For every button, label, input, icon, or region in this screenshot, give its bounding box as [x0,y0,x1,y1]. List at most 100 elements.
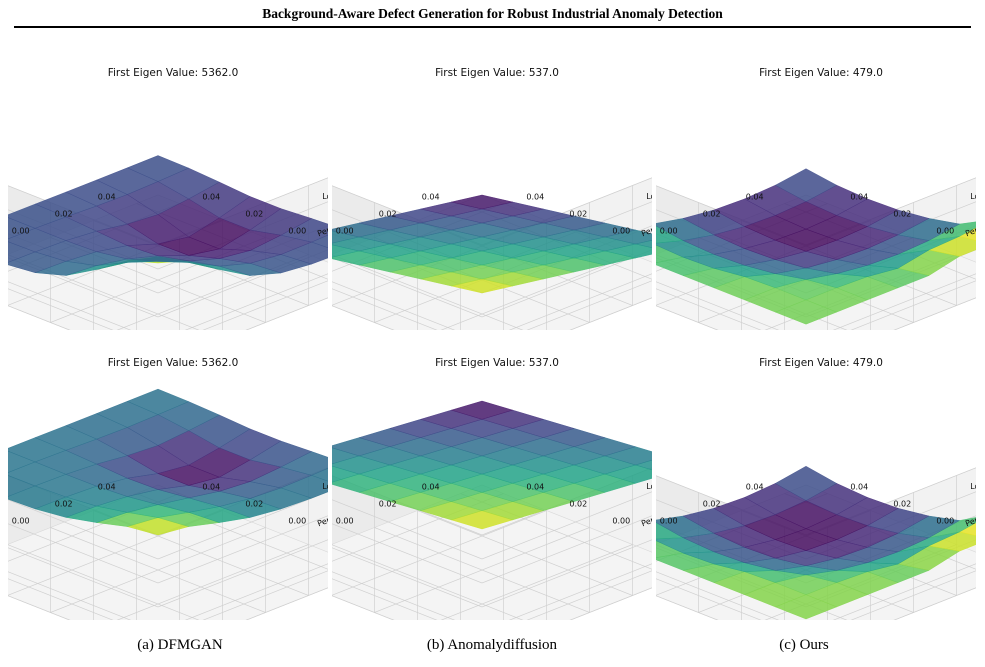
surface-facet [656,244,684,263]
surface-facet [959,522,976,536]
x-axis: -0.04-0.020.000.020.04 [850,192,954,235]
paper-running-title: Background-Aware Defect Generation for R… [262,6,723,21]
surface-facet [774,168,838,202]
plot-dfmgan-bottom: First Eigen Value: 5362.0 0.00 0.02 0.04 0.0… [8,350,328,620]
plot-ours-bottom: First Eigen Value: 479.00.000.020.040.06… [656,350,976,620]
loss-surface [332,400,652,530]
y-tick-label: 0.00 [660,226,678,235]
surface-facet [450,400,514,420]
chart-svg: First Eigen Value: 5362.0 0.00 0.02 0.04 0.0… [8,67,328,330]
y-tick-label: 0.00 [336,226,354,235]
z-axis-label: Loss [970,192,976,201]
plot-title: First Eigen Value: 537.0 [435,67,559,79]
y-tick-label: 0.02 [379,209,397,218]
x-tick-label: 0.02 [893,499,911,508]
surface-facet [332,244,360,258]
y-tick-label: 0.04 [422,482,440,491]
surface-facet [656,522,684,540]
y-tick-label: 0.00 [336,516,354,525]
y-axis: -0.04-0.020.000.020.04 [660,192,764,235]
y-tick-label: 0.02 [703,209,721,218]
caption-ours: (c) Ours [779,637,829,653]
page-header: Background-Aware Defect Generation for R… [0,0,985,28]
x-axis: -0.04-0.020.000.020.04 [202,482,306,525]
x-axis: -0.04-0.020.000.020.04 [202,192,306,235]
y-tick-label: 0.00 [660,516,678,525]
plot-title: First Eigen Value: 5362.0 [108,357,239,369]
plot-anomalydiffusion-bottom: First Eigen Value: 537.00.000.020.040.06… [332,350,652,620]
y-axis: -0.04-0.020.000.020.04 [336,482,440,525]
x-tick-label: 0.04 [202,482,220,491]
y-tick-label: 0.02 [703,499,721,508]
y-tick-label: 0.02 [379,499,397,508]
z-axis-label: Loss [322,482,328,491]
x-tick-label: 0.04 [202,192,220,201]
x-tick-label: 0.00 [288,516,306,525]
chart-svg: First Eigen Value: 537.00.000.020.040.06… [332,67,652,330]
surface-facet [656,540,684,558]
x-tick-label: 0.04 [850,192,868,201]
x-tick-label: 0.00 [612,226,630,235]
loss-surface [8,388,328,536]
surface-facet [332,465,360,483]
z-axis-label: Loss [970,482,976,491]
surface-facet [634,459,652,471]
surface-facet [332,447,360,465]
grid-lines [8,467,328,620]
surface-facet [635,240,652,248]
loss-surface [332,194,652,294]
surface-facet [959,227,976,241]
y-axis: -0.04-0.020.000.020.04 [660,482,764,525]
loss-surface [8,155,328,276]
chart-svg: First Eigen Value: 479.00.000.020.040.06… [656,67,976,330]
plot-title: First Eigen Value: 537.0 [435,357,559,369]
z-axis-label: Loss [322,192,328,201]
surface-facet [126,388,190,415]
x-tick-label: 0.02 [893,209,911,218]
surface-facet [8,450,36,473]
y-tick-label: 0.04 [422,192,440,201]
x-axis: -0.04-0.020.000.020.04 [526,482,630,525]
y-tick-label: 0.02 [55,209,73,218]
y-tick-label: 0.04 [746,192,764,201]
surface-facet [332,230,360,244]
y-tick-label: 0.00 [12,226,30,235]
x-tick-label: 0.00 [288,226,306,235]
plot-title: First Eigen Value: 479.0 [759,67,883,79]
chart-svg: First Eigen Value: 537.00.000.020.040.06… [332,357,652,620]
chart-svg: First Eigen Value: 5362.0 0.00 0.02 0.04 0.0… [8,357,328,620]
x-tick-label: 0.00 [936,516,954,525]
x-tick-label: 0.02 [245,209,263,218]
plot-title: First Eigen Value: 479.0 [759,357,883,369]
y-axis: -0.04-0.020.000.020.04 [12,192,116,235]
x-tick-label: 0.02 [569,209,587,218]
y-tick-label: 0.04 [98,192,116,201]
surface-facet [656,225,684,244]
y-tick-label: 0.00 [12,516,30,525]
header-rule [14,26,971,28]
chart-svg: First Eigen Value: 479.00.000.020.040.06… [656,357,976,620]
x-tick-label: 0.04 [526,482,544,491]
x-tick-label: 0.04 [850,482,868,491]
plot-dfmgan-top: First Eigen Value: 5362.0 0.00 0.02 0.04 0.0… [8,60,328,330]
x-axis: -0.04-0.020.000.020.04 [526,192,630,235]
surface-facet [451,194,513,210]
plot-anomalydiffusion-top: First Eigen Value: 537.00.000.020.040.06… [332,60,652,330]
y-axis: -0.04-0.020.000.020.04 [12,482,116,525]
z-axis-label: Loss [646,482,652,491]
surface-facet [8,475,36,497]
x-tick-label: 0.02 [245,499,263,508]
surface-facet [311,234,328,248]
caption-dfmgan: (a) DFMGAN [137,637,223,653]
loss-surface [656,168,976,325]
surface-facet [311,468,328,482]
x-tick-label: 0.04 [526,192,544,201]
loss-surface [656,465,976,620]
plot-title: First Eigen Value: 5362.0 [108,67,239,79]
surface-facet [8,217,36,240]
x-tick-label: 0.00 [612,516,630,525]
surface-facet [8,241,36,263]
surface-facet [774,465,838,501]
y-tick-label: 0.02 [55,499,73,508]
y-axis: -0.04-0.020.000.020.04 [336,192,440,235]
